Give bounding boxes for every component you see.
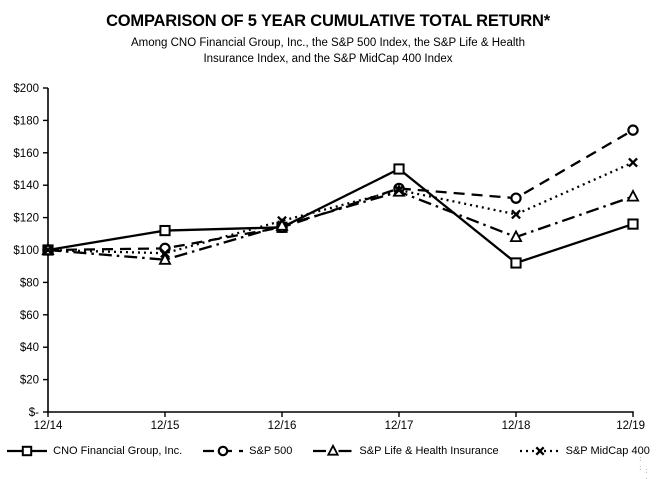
axes (47, 88, 634, 413)
series-line-2 (47, 190, 634, 261)
svg-text:12/18: 12/18 (502, 420, 531, 432)
svg-text:12/16: 12/16 (268, 420, 297, 432)
svg-text:$100: $100 (13, 245, 39, 257)
svg-text:$20: $20 (20, 375, 39, 387)
chart-legend: CNO Financial Group, Inc. S&P 500 S&P Li… (0, 444, 656, 458)
legend-item-sp-500: S&P 500 (202, 444, 292, 458)
x-axis-labels: 12/14 12/15 12/16 12/17 12/18 12/19 (34, 412, 645, 432)
solid-line-square-marker-icon (7, 445, 48, 457)
svg-text:12/14: 12/14 (34, 420, 63, 432)
series-line-1 (47, 129, 634, 252)
chart-title: COMPARISON OF 5 YEAR CUMULATIVE TOTAL RE… (106, 12, 550, 30)
dotted-line-x-marker-icon (519, 446, 560, 456)
dashdot-line-triangle-marker-icon (313, 444, 354, 456)
series-line-0 (47, 167, 634, 265)
chart-subtitle-line1: Among CNO Financial Group, Inc., the S&P… (131, 37, 525, 49)
svg-text:12/19: 12/19 (616, 420, 645, 432)
svg-text:$180: $180 (13, 115, 39, 127)
series-markers-3 (43, 157, 638, 259)
legend-label: S&P MidCap 400 (565, 445, 650, 457)
svg-text:$80: $80 (20, 277, 39, 289)
chart-canvas: $- $20 $40 $60 $80 $100 $120 $140 $160 $180 $200 12… (13, 83, 645, 432)
scan-artifact: : : (638, 454, 645, 472)
legend-item-sp-midcap-400: S&P MidCap 400 (519, 444, 650, 458)
legend-item-sp-life-health-insurance: S&P Life & Health Insurance (312, 444, 499, 458)
svg-text:$140: $140 (13, 180, 39, 192)
svg-text:$160: $160 (13, 148, 39, 160)
scan-artifact: : : (644, 466, 651, 479)
svg-text:$200: $200 (13, 83, 39, 95)
svg-text:$120: $120 (13, 213, 39, 225)
svg-text:$40: $40 (20, 342, 39, 354)
svg-text:$60: $60 (20, 310, 39, 322)
y-axis-labels: $- $20 $40 $60 $80 $100 $120 $140 $160 $180 $200 (13, 83, 48, 419)
svg-text:12/17: 12/17 (385, 420, 414, 432)
chart-subtitle-line2: Insurance Index, and the S&P MidCap 400 … (203, 53, 453, 65)
legend-label: S&P 500 (249, 445, 293, 457)
legend-label: S&P Life & Health Insurance (359, 445, 499, 457)
dashed-line-circle-marker-icon (203, 445, 244, 457)
series-line-3 (47, 161, 634, 255)
svg-text:$-: $- (29, 407, 39, 419)
legend-item-cno-financial-group: CNO Financial Group, Inc. (6, 444, 182, 458)
legend-label: CNO Financial Group, Inc. (53, 445, 183, 457)
svg-text:12/15: 12/15 (151, 420, 180, 432)
